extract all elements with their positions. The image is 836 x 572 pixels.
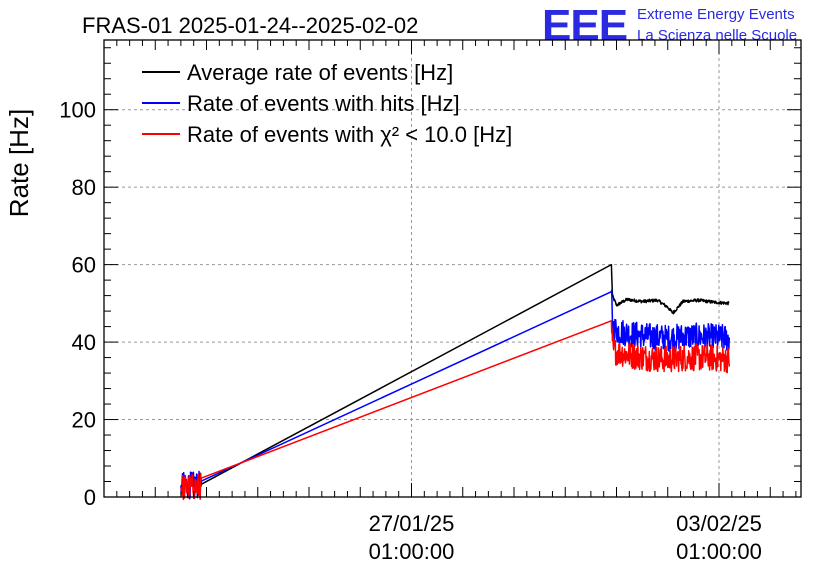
series-line-1: [180, 289, 731, 500]
plot-frame: [103, 39, 802, 498]
y-tick-label: 80: [72, 175, 96, 200]
brand-line-1: Extreme Energy Events: [637, 6, 795, 23]
y-tick-label: 100: [59, 98, 96, 123]
legend-label-chi2: Rate of events with χ² < 10.0 [Hz]: [187, 122, 512, 147]
y-tick-label: 40: [72, 330, 96, 355]
tick-labels: 0 20 40 60 80 100 27/01/25 01:00:00 03/02/25 01:0…: [59, 98, 762, 564]
grid: [104, 40, 801, 497]
ticks: [104, 40, 801, 498]
legend-label-average: Average rate of events [Hz]: [187, 60, 453, 85]
series-line-2: [180, 320, 731, 501]
x-tick-label-date: 27/01/25: [369, 511, 455, 536]
x-tick-label-time: 01:00:00: [369, 539, 455, 564]
series-line-0: [180, 263, 730, 487]
series-layer: [180, 263, 731, 501]
legend-label-hits: Rate of events with hits [Hz]: [187, 91, 460, 116]
x-tick-label-time: 01:00:00: [676, 539, 762, 564]
chart-title: FRAS-01 2025-01-24--2025-02-02: [82, 13, 418, 38]
x-tick-label-date: 03/02/25: [676, 511, 762, 536]
y-tick-label: 20: [72, 408, 96, 433]
legend: Average rate of events [Hz] Rate of even…: [142, 60, 512, 147]
brand-line-2: La Scienza nelle Scuole: [637, 27, 797, 44]
y-axis-label: Rate [Hz]: [4, 109, 34, 217]
y-tick-label: 0: [84, 485, 96, 510]
y-tick-label: 60: [72, 253, 96, 278]
eee-logo: EEE: [542, 1, 627, 50]
